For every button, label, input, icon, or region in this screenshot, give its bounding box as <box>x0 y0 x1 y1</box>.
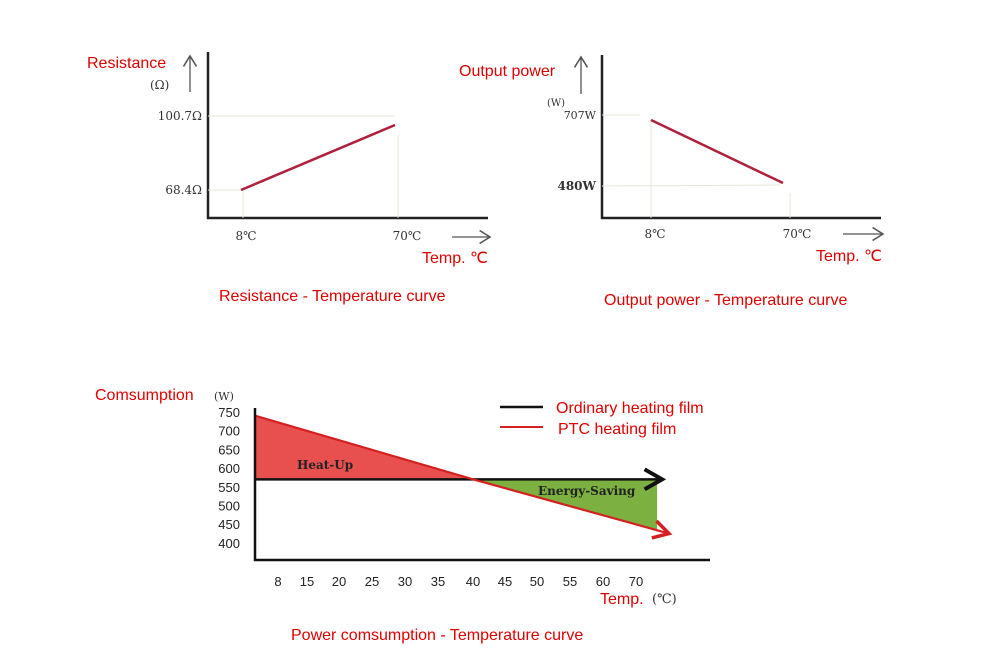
x-tick-label: 70℃ <box>393 229 422 243</box>
resistance-chart: Resistance (Ω) 100.7Ω 68.4Ω 8℃ 70℃ Temp.… <box>87 52 492 305</box>
chart-title: Power comsumption - Temperature curve <box>291 627 583 644</box>
legend-label: Ordinary heating film <box>556 400 704 417</box>
y-tick-label: 68.4Ω <box>165 183 202 197</box>
output-power-line <box>650 118 784 185</box>
x-tick-label: 8 <box>274 574 281 589</box>
x-tick-label: 15 <box>300 574 314 589</box>
consumption-chart: Comsumption (W) 750 700 650 600 550 500 450 400… <box>95 387 710 644</box>
y-axis-label: Resistance <box>87 55 166 72</box>
y-tick-label: 400 <box>218 536 240 551</box>
y-tick-label: 100.7Ω <box>158 109 202 123</box>
y-tick-label: 750 <box>218 405 240 420</box>
y-tick-label: 700 <box>218 424 240 439</box>
x-tick-label: 8℃ <box>644 227 665 241</box>
x-tick-label: 30 <box>398 574 412 589</box>
x-tick-label: 40 <box>466 574 480 589</box>
x-axis-label: Temp. <box>600 591 644 608</box>
legend-label: PTC heating film <box>558 421 676 438</box>
x-axis-label: Temp. ℃ <box>816 248 882 265</box>
x-tick-label: 60 <box>596 574 610 589</box>
y-axis-label: Comsumption <box>95 387 194 404</box>
heat-up-label: Heat-Up <box>297 458 353 472</box>
x-tick-label: 50 <box>530 574 544 589</box>
x-tick-label: 20 <box>332 574 346 589</box>
x-unit: (℃) <box>652 592 677 607</box>
y-tick-label: 480W <box>557 179 596 193</box>
energy-saving-label: Energy-Saving <box>538 484 636 498</box>
x-tick-label: 45 <box>498 574 512 589</box>
resistance-line <box>240 123 396 192</box>
y-tick-label: 600 <box>218 461 240 476</box>
chart-title: Output power - Temperature curve <box>604 292 847 309</box>
y-tick-label: 550 <box>218 480 240 495</box>
x-tick-label: 8℃ <box>235 229 256 243</box>
y-unit: (W) <box>547 98 565 109</box>
y-unit: (W) <box>214 390 234 403</box>
y-tick-label: 500 <box>218 499 240 514</box>
legend: Ordinary heating film PTC heating film <box>500 400 704 438</box>
x-tick-label: 55 <box>563 574 577 589</box>
y-tick-label: 450 <box>218 517 240 532</box>
y-tick-label: 707W <box>564 109 597 122</box>
gridline <box>601 184 781 187</box>
y-tick-label: 650 <box>218 442 240 457</box>
x-tick-label: 25 <box>365 574 379 589</box>
output-power-chart: Output power (W) 707W 480W 8℃ 70℃ Temp. … <box>459 55 885 309</box>
x-tick-label: 70 <box>629 574 643 589</box>
x-axis-label: Temp. ℃ <box>422 250 488 267</box>
chart-title: Resistance - Temperature curve <box>219 288 446 305</box>
x-tick-label: 70℃ <box>783 227 812 241</box>
x-tick-label: 35 <box>431 574 445 589</box>
y-unit: (Ω) <box>150 78 169 92</box>
y-axis-label: Output power <box>459 63 556 80</box>
ptc-heating-film-line <box>254 414 673 540</box>
